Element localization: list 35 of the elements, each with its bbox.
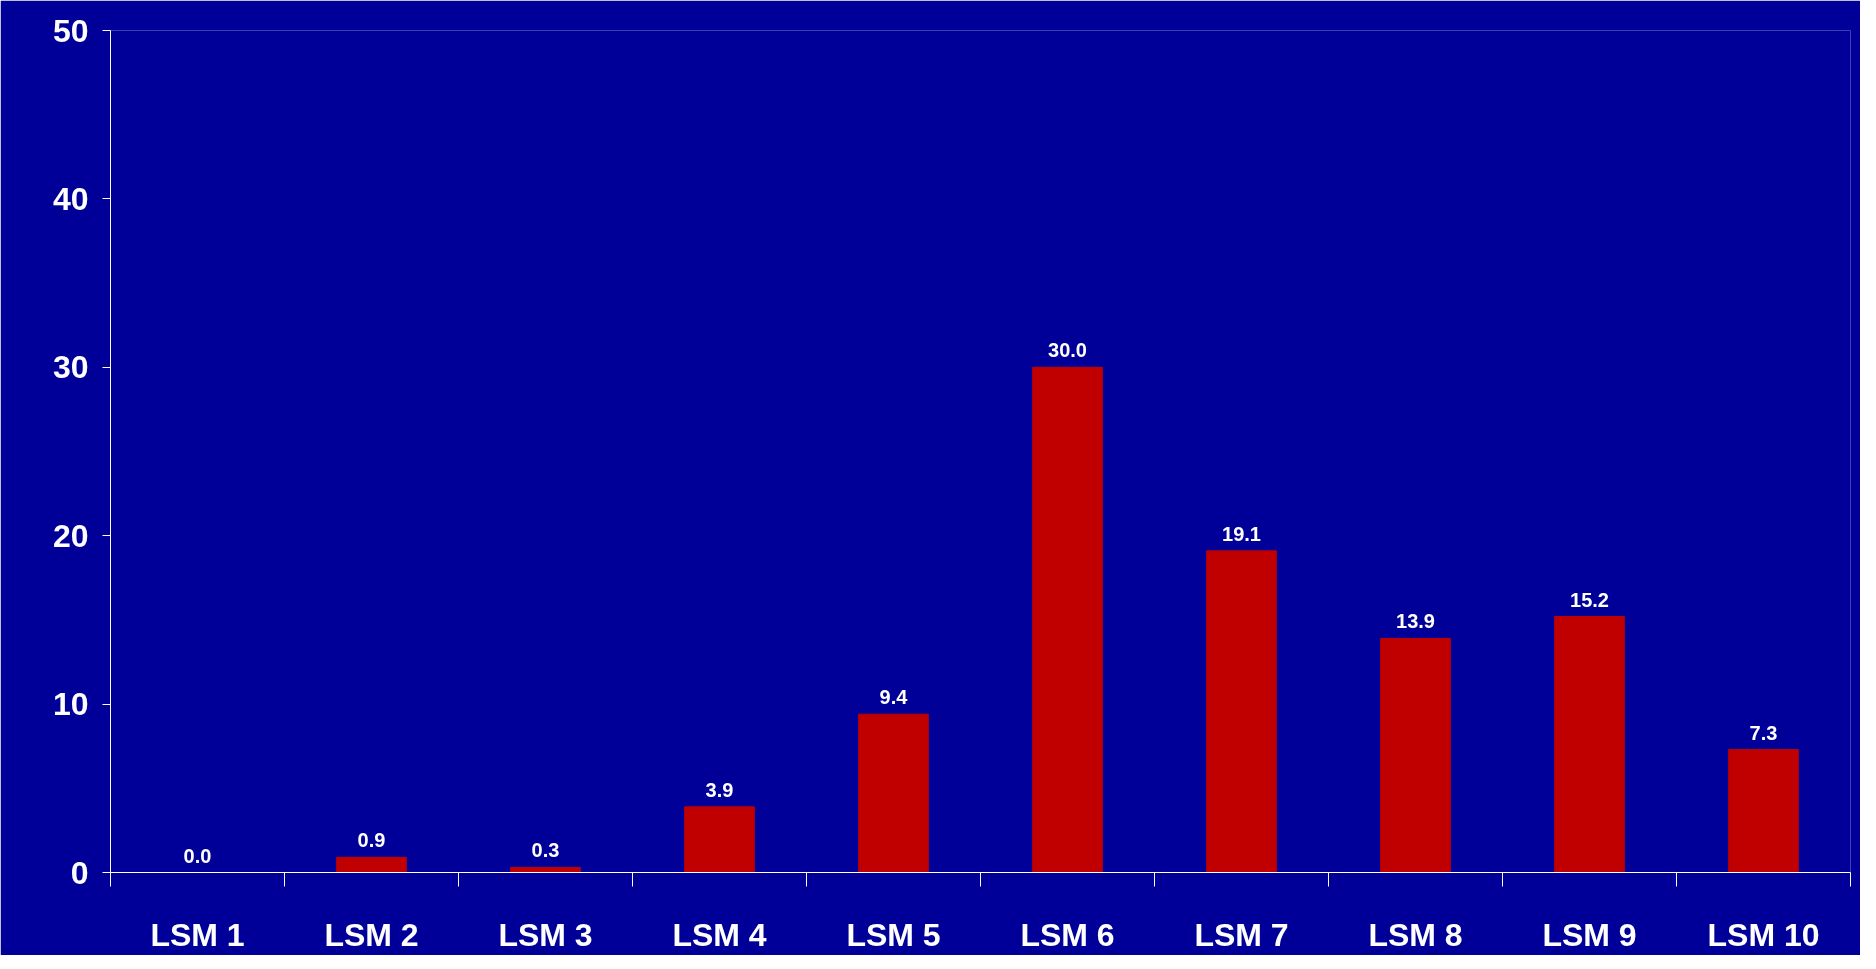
data-label: 15.2 [1570,588,1609,611]
data-label: 7.3 [1749,721,1778,744]
bar [1728,749,1799,873]
data-label: 13.9 [1396,610,1435,633]
bar [684,806,755,873]
bar [1380,637,1451,873]
x-tick-label: LSM 6 [1020,916,1115,953]
data-label: 0.0 [183,844,212,867]
y-tick-label: 40 [52,180,89,217]
data-label: 0.3 [531,839,560,862]
x-tick-label: LSM 7 [1194,916,1289,953]
x-tick-label: LSM 10 [1707,916,1820,953]
bar [510,866,581,873]
bar [1554,616,1625,873]
y-tick-label: 10 [52,686,89,723]
bar [1032,366,1103,873]
y-tick-label: 30 [52,349,89,386]
bar [858,713,929,873]
y-tick-label: 50 [52,12,89,49]
data-label: 30.0 [1048,339,1087,362]
bar [336,856,407,873]
x-tick-label: LSM 9 [1542,916,1637,953]
data-label: 3.9 [705,778,734,801]
data-label: 9.4 [879,686,909,709]
x-tick-label: LSM 3 [498,916,593,953]
data-label: 0.9 [357,829,386,852]
bar [1206,550,1277,873]
x-tick-label: LSM 2 [324,916,419,953]
data-label: 19.1 [1222,522,1261,545]
x-tick-label: LSM 5 [846,916,941,953]
x-tick-label: LSM 1 [150,916,245,953]
y-tick-label: 20 [52,517,89,554]
x-tick-label: LSM 4 [672,916,767,953]
x-tick-label: LSM 8 [1368,916,1463,953]
y-tick-label: 0 [70,854,89,891]
